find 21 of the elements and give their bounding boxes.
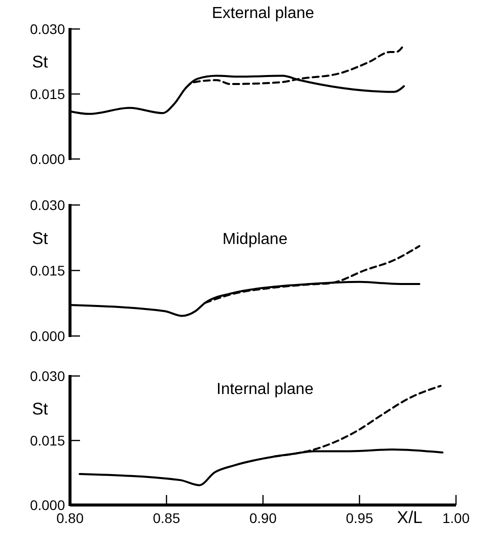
y-axis-title: St <box>32 228 48 248</box>
x-tick-label: 0.90 <box>249 510 277 526</box>
text: Midplane <box>222 231 288 248</box>
x-tick-label: 0.85 <box>152 510 180 526</box>
y-tick-label: 0.000 <box>30 496 66 513</box>
y-tick-label: 0.030 <box>30 368 66 384</box>
y-tick-label: 0.030 <box>30 196 66 213</box>
x-tick-label: 0.80 <box>56 510 84 526</box>
x-tick-label: 0.95 <box>346 510 374 526</box>
y-tick-label: 0.015 <box>30 262 66 278</box>
x-tick-label: 1.00 <box>442 510 470 526</box>
y-tick-label: 0.000 <box>30 328 66 344</box>
y-tick-label: 0.015 <box>30 86 66 102</box>
chart-title: Internal plane <box>216 381 314 398</box>
y-axis-title: St <box>32 399 48 418</box>
x-axis-title: X/L <box>396 508 423 527</box>
chart-title: External plane <box>212 5 314 22</box>
y-axis-title: St <box>32 52 48 72</box>
y-tick-label: 0.015 <box>30 432 66 448</box>
y-tick-label: 0.000 <box>30 150 66 167</box>
y-tick-label: 0.030 <box>30 20 66 37</box>
